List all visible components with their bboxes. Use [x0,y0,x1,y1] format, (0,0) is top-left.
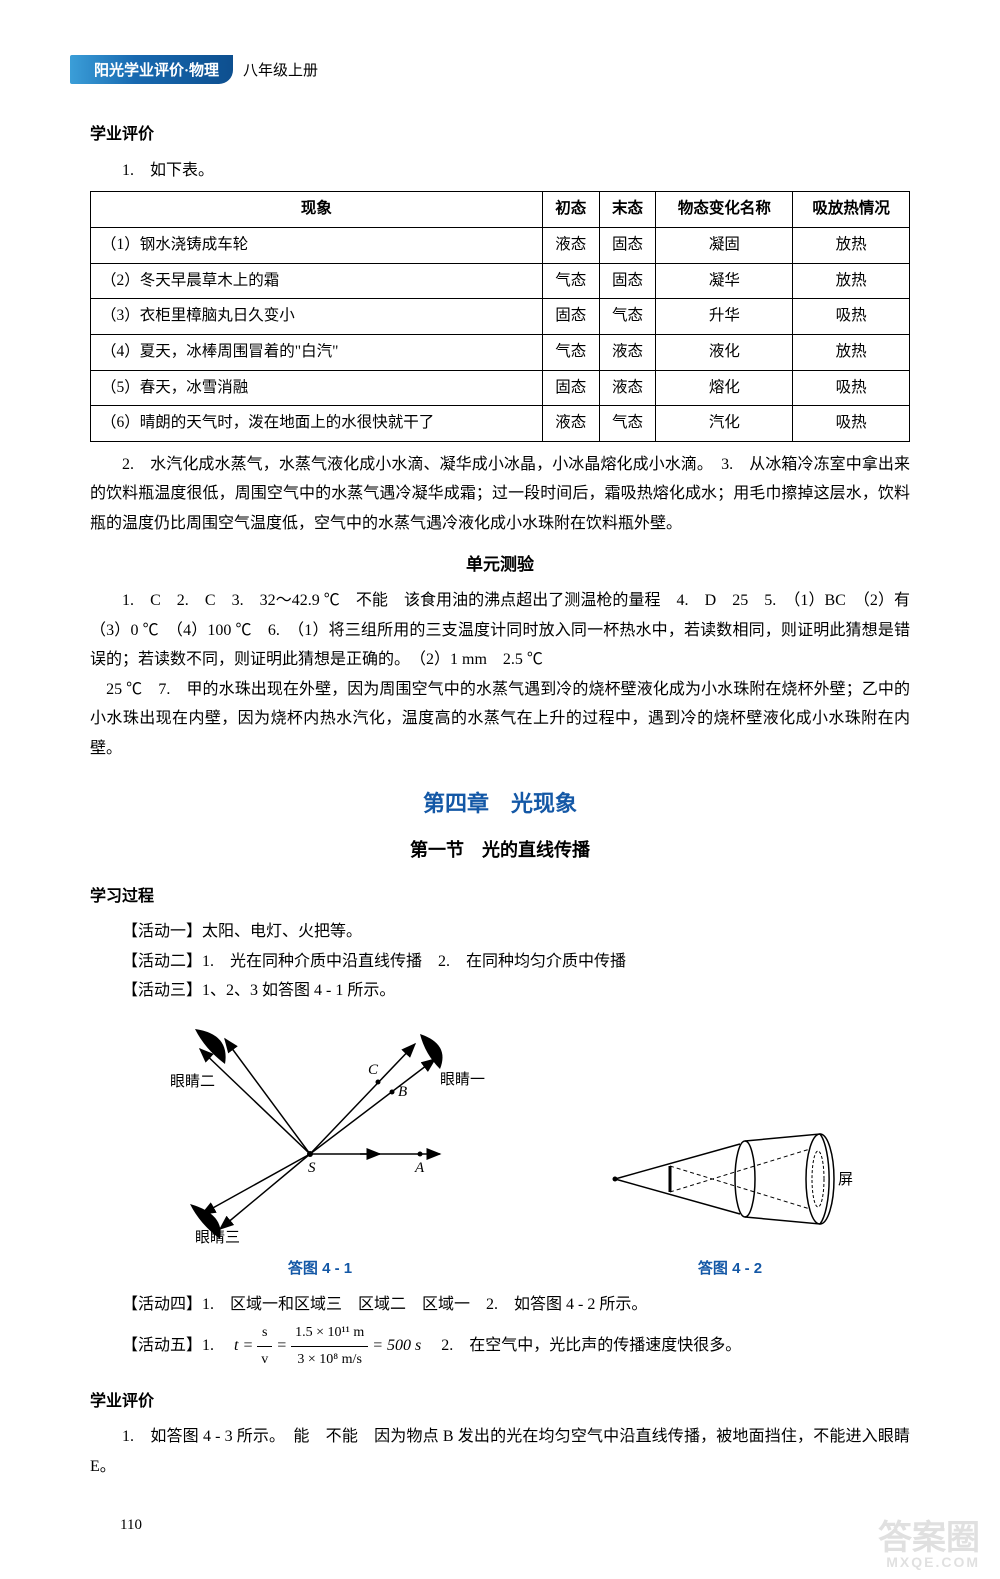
figure-row: S A B C 眼睛一 [90,1014,910,1282]
header-tab: 阳光学业评价·物理 八年级上册 [70,55,318,83]
table-cell: （2）冬天早晨草木上的霜 [91,263,543,299]
table-intro: 1. 如下表。 [90,156,910,186]
table-cell: 放热 [793,263,910,299]
formula-t: t = s v = 1.5 × 10¹¹ m 3 × 10⁸ m/s = 500… [234,1337,425,1354]
table-cell: 凝固 [656,227,793,263]
grade-label: 八年级上册 [233,59,318,80]
table-cell: 熔化 [656,370,793,406]
activity-3: 【活动三】1、2、3 如答图 4 - 1 所示。 [122,976,910,1006]
para-2-3: 2. 水汽化成水蒸气，水蒸气液化成小水滴、凝华成小冰晶，小冰晶熔化成小水滴。 3… [90,450,910,539]
table-cell: （4）夏天，冰棒周围冒着的"白汽" [91,334,543,370]
chapter-4-title: 第四章 光现象 [90,784,910,825]
table-cell: 气态 [542,334,599,370]
table-cell: 气态 [599,406,656,442]
col-phenomenon: 现象 [91,192,543,228]
section-4-1-title: 第一节 光的直线传播 [90,834,910,867]
frac2-num: 1.5 × 10¹¹ m [291,1320,368,1347]
formula-result: = 500 s [372,1337,421,1354]
label-screen: 屏 [838,1172,853,1188]
table-cell: 吸热 [793,406,910,442]
unit-test-p2: 25 ℃ 7. 甲的水珠出现在外壁，因为周围空气中的水蒸气遇到冷的烧杯壁液化成为… [90,675,910,764]
col-final: 末态 [599,192,656,228]
figure-4-2: 屏 答图 4 - 2 [600,1114,860,1282]
frac1-den: v [257,1347,272,1373]
label-A: A [414,1160,425,1176]
table-cell: （1）钢水浇铸成车轮 [91,227,543,263]
table-cell: 液态 [599,370,656,406]
table-cell: 吸热 [793,370,910,406]
page-number: 110 [120,1512,910,1540]
table-row: （5）春天，冰雪消融固态液态熔化吸热 [91,370,910,406]
formula-eq: = [276,1337,291,1354]
table-cell: 固态 [599,227,656,263]
col-initial: 初态 [542,192,599,228]
watermark: 答案圈 MXQE.COM [878,1521,980,1569]
fig-4-2-caption: 答图 4 - 2 [600,1255,860,1283]
evaluation-heading: 学业评价 [90,120,910,150]
table-cell: 凝华 [656,263,793,299]
activity-4: 【活动四】1. 区域一和区域三 区域二 区域一 2. 如答图 4 - 2 所示。 [122,1290,910,1320]
table-cell: （3）衣柜里樟脑丸日久变小 [91,299,543,335]
table-cell: （6）晴朗的天气时，泼在地面上的水很快就干了 [91,406,543,442]
table-cell: 放热 [793,227,910,263]
label-S: S [308,1160,316,1176]
col-change: 物态变化名称 [656,192,793,228]
label-eye2: 眼睛二 [170,1073,215,1090]
table-cell: 液态 [542,227,599,263]
table-row: （2）冬天早晨草木上的霜气态固态凝华放热 [91,263,910,299]
table-cell: 液态 [542,406,599,442]
activity-5-prefix: 【活动五】1. [122,1337,230,1354]
watermark-big: 答案圈 [878,1521,980,1555]
fig-4-1-caption: 答图 4 - 1 [140,1255,500,1283]
activity-5: 【活动五】1. t = s v = 1.5 × 10¹¹ m 3 × 10⁸ m… [122,1320,910,1373]
table-header-row: 现象 初态 末态 物态变化名称 吸放热情况 [91,192,910,228]
figure-4-1: S A B C 眼睛一 [140,1014,500,1282]
table-cell: 固态 [542,299,599,335]
evaluation-heading-2: 学业评价 [90,1387,910,1417]
table-cell: 液化 [656,334,793,370]
activity-1: 【活动一】太阳、电灯、火把等。 [122,917,910,947]
formula-lhs: t = [234,1337,257,1354]
table-row: （1）钢水浇铸成车轮液态固态凝固放热 [91,227,910,263]
learning-process-heading: 学习过程 [90,882,910,912]
table-cell: 气态 [542,263,599,299]
table-cell: 升华 [656,299,793,335]
unit-test-heading: 单元测验 [90,549,910,580]
label-eye1: 眼睛一 [440,1071,485,1088]
activity-5-suffix: 2. 在空气中，光比声的传播速度快很多。 [425,1337,741,1354]
series-title: 阳光学业评价·物理 [70,55,233,84]
table-row: （3）衣柜里樟脑丸日久变小固态气态升华吸热 [91,299,910,335]
phenomena-table: 现象 初态 末态 物态变化名称 吸放热情况 （1）钢水浇铸成车轮液态固态凝固放热… [90,191,910,442]
watermark-small: MXQE.COM [878,1555,980,1569]
table-cell: 液态 [599,334,656,370]
unit-test-p1: 1. C 2. C 3. 32～42.9 ℃ 不能 该食用油的沸点超出了测温枪的… [90,586,910,675]
label-C: C [368,1062,379,1078]
table-cell: 固态 [542,370,599,406]
table-cell: 吸热 [793,299,910,335]
activity-2: 【活动二】1. 光在同种介质中沿直线传播 2. 在同种均匀介质中传播 [122,947,910,977]
frac2-den: 3 × 10⁸ m/s [291,1347,368,1373]
label-B: B [398,1084,407,1100]
table-cell: 气态 [599,299,656,335]
table-row: （6）晴朗的天气时，泼在地面上的水很快就干了液态气态汽化吸热 [91,406,910,442]
table-cell: （5）春天，冰雪消融 [91,370,543,406]
table-cell: 放热 [793,334,910,370]
table-cell: 固态 [599,263,656,299]
table-cell: 汽化 [656,406,793,442]
table-row: （4）夏天，冰棒周围冒着的"白汽"气态液态液化放热 [91,334,910,370]
frac1-num: s [257,1320,272,1347]
col-heat: 吸放热情况 [793,192,910,228]
label-eye3: 眼睛三 [195,1229,240,1244]
